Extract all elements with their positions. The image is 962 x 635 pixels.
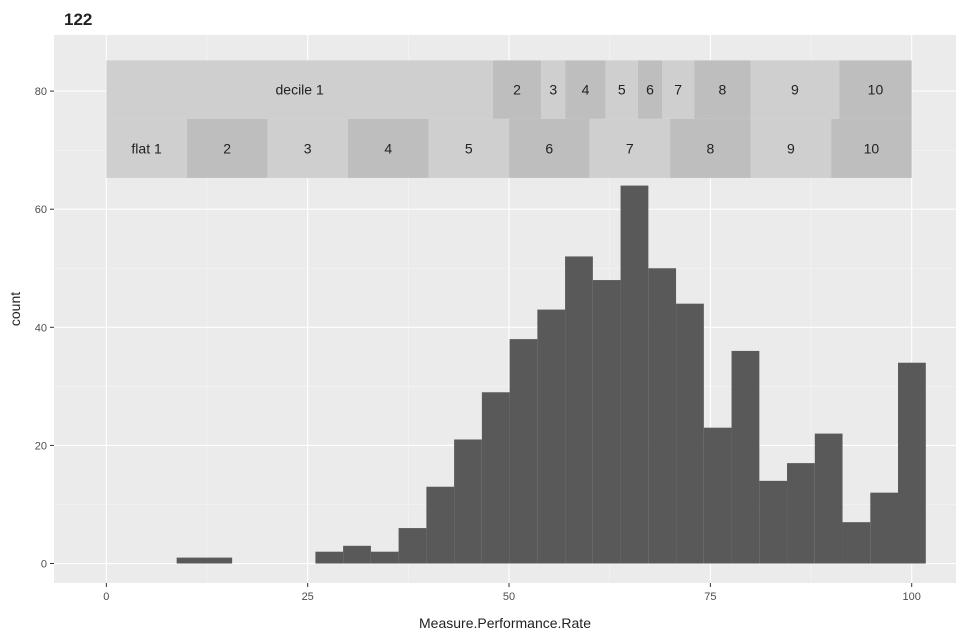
- x-tick-label: 75: [704, 591, 716, 603]
- band-segment: [428, 118, 510, 178]
- band-segment: [541, 60, 566, 119]
- x-axis: 0 25 50 75 100: [103, 583, 921, 603]
- histogram-bar: [398, 528, 427, 564]
- band-segment: [750, 60, 840, 119]
- histogram-bar: [537, 309, 566, 564]
- histogram-bar: [426, 486, 455, 564]
- histogram-bar: [787, 463, 815, 564]
- y-tick-label: 60: [35, 204, 47, 216]
- band-segment-label: 6: [545, 140, 553, 156]
- band-segment-label: 10: [864, 140, 880, 156]
- band-segment-label: 5: [465, 140, 473, 156]
- band-segment-label: 7: [674, 82, 682, 98]
- band-segment: [347, 118, 429, 178]
- histogram-bar: [676, 303, 704, 564]
- histogram-bar: [370, 551, 399, 564]
- histogram-bar: [620, 185, 649, 564]
- band-segment-label: 8: [719, 82, 727, 98]
- band-segment-label: 3: [549, 82, 557, 98]
- histogram-bar: [509, 339, 538, 564]
- band-segment-label: 4: [582, 82, 590, 98]
- band-segment: [509, 118, 590, 178]
- histogram-bar: [565, 256, 593, 564]
- band-segment: [605, 60, 638, 119]
- y-axis-title: count: [7, 292, 23, 326]
- band-segment: [106, 60, 493, 119]
- band-segment-label: 8: [706, 140, 714, 156]
- histogram-bars: [176, 185, 926, 564]
- band-segment: [492, 60, 542, 119]
- histogram-bar: [759, 480, 788, 564]
- histogram-bar: [731, 350, 760, 564]
- band-segment: [186, 118, 268, 178]
- band-segment: [662, 60, 695, 119]
- band-segment-label: flat 1: [131, 140, 162, 156]
- band-segment: [267, 118, 348, 178]
- band-segment-label: 2: [513, 82, 521, 98]
- band-segment: [694, 60, 751, 119]
- histogram-bar: [703, 427, 732, 564]
- band-segment-label: 7: [626, 140, 634, 156]
- histogram-bar: [454, 439, 482, 564]
- band-segment: [565, 60, 606, 119]
- band-segment: [670, 118, 751, 178]
- band-segment: [750, 118, 832, 178]
- band-segment-label: 3: [304, 140, 312, 156]
- y-tick-label: 80: [35, 86, 47, 98]
- band-segment-label: 6: [646, 82, 654, 98]
- histogram-bar: [343, 545, 371, 564]
- band-segment-label: decile 1: [276, 82, 324, 98]
- histogram-bar: [176, 557, 233, 564]
- x-tick-label: 0: [103, 591, 109, 603]
- band-segment-label: 9: [791, 82, 799, 98]
- x-tick-label: 25: [302, 591, 314, 603]
- x-tick-label: 100: [903, 591, 921, 603]
- y-tick-label: 0: [41, 559, 47, 571]
- band-segment-label: 4: [384, 140, 392, 156]
- y-tick-label: 40: [35, 322, 47, 334]
- band-rows: decile 1 2 3 4 5 6 7 8 9 10 flat 1 2 3 4 5 6 7 8 9 10: [106, 60, 912, 178]
- histogram-bar: [592, 280, 621, 564]
- band-segment-label: 10: [868, 82, 884, 98]
- x-axis-title: Measure.Performance.Rate: [419, 615, 591, 631]
- band-segment-label: 2: [223, 140, 231, 156]
- y-axis: 0 20 40 60 80: [35, 86, 54, 571]
- histogram-bar: [870, 492, 899, 564]
- histogram-bar: [315, 551, 344, 564]
- band-segment: [589, 118, 671, 178]
- band-segment-label: 9: [787, 140, 795, 156]
- y-tick-label: 20: [35, 440, 47, 452]
- band-segment-label: 5: [618, 82, 626, 98]
- histogram-bar: [814, 433, 843, 564]
- band-segment: [831, 118, 912, 178]
- histogram-bar: [842, 522, 871, 564]
- histogram-bar: [898, 362, 926, 564]
- chart-title: 122: [64, 10, 92, 29]
- band-segment: [637, 60, 663, 119]
- band-segment: [106, 118, 187, 178]
- x-tick-label: 50: [503, 591, 515, 603]
- histogram-bar: [481, 392, 510, 564]
- band-segment: [839, 60, 912, 119]
- histogram-bar: [648, 268, 677, 564]
